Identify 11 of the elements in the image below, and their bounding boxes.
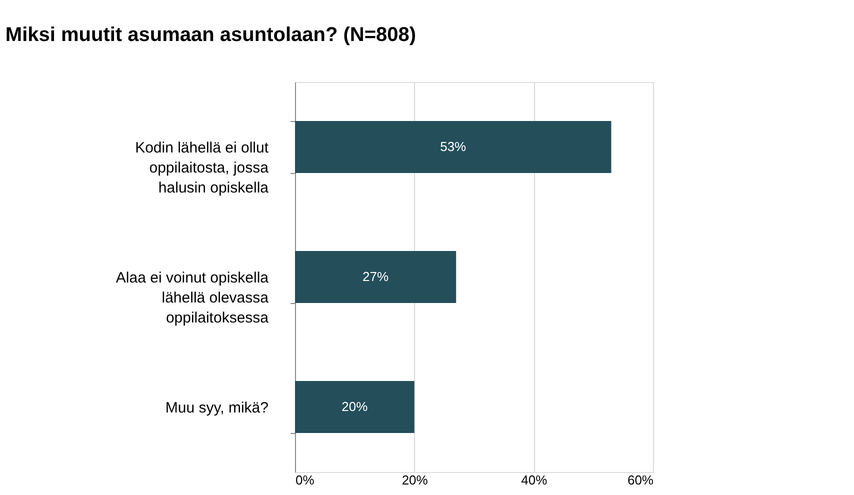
y-tick-label: Muu syy, mikä? — [165, 400, 268, 416]
data-label: 27% — [362, 269, 389, 284]
y-tick-label: Alaa ei voinut opiskella lähellä olevassa oppilaitoksessa — [116, 270, 270, 326]
data-label: 53% — [440, 139, 467, 154]
chart-title: Miksi muutit asumaan asuntolaan? (N=808) — [5, 24, 416, 46]
data-label: 20% — [342, 399, 368, 414]
y-tick-label: Kodin lähellä ei ollut oppilaitosta, jossa halusin opiskella — [135, 140, 270, 196]
x-tick-label: 40% — [521, 472, 548, 488]
x-tick-label: 60% — [627, 472, 654, 488]
x-tick-label: 0% — [296, 472, 315, 488]
x-tick-label: 20% — [402, 472, 428, 488]
